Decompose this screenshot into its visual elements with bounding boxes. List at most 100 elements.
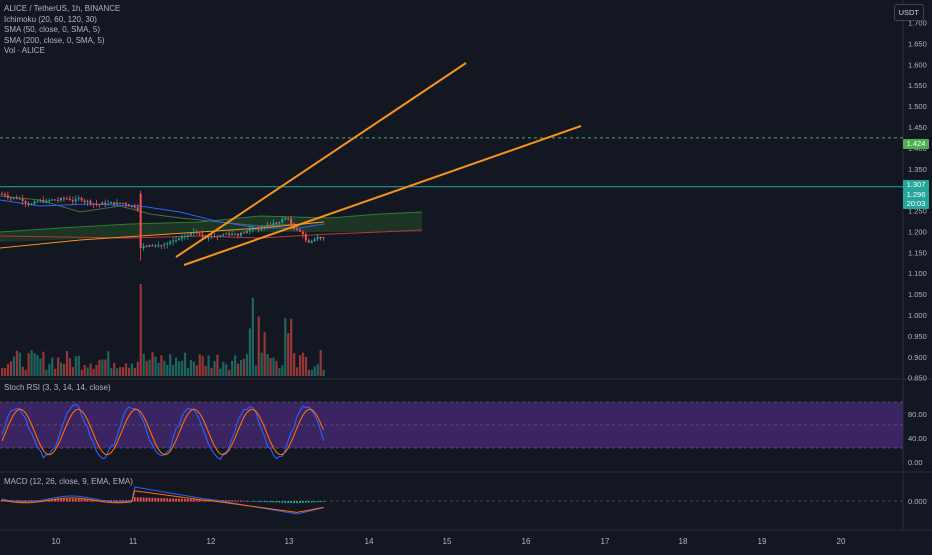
symbol-title[interactable]: ALICE / TetherUS, 1h, BINANCE — [4, 4, 121, 13]
ichimoku-lagging — [0, 195, 325, 227]
indicator-ichimoku[interactable]: Ichimoku (20, 60, 120, 30) — [4, 14, 97, 24]
volume-bar — [86, 367, 89, 376]
stoch-k-line — [1, 403, 325, 461]
bid-price-tag: 1.296 — [903, 190, 929, 200]
volume-bar — [6, 363, 10, 376]
macd-histogram-bar — [169, 498, 172, 502]
candle-body — [136, 207, 139, 210]
macd-histogram-bar — [307, 501, 310, 503]
volume-bar — [39, 358, 42, 376]
time-tick-label: 15 — [443, 537, 452, 546]
candle-body — [98, 204, 101, 206]
volume-bar — [139, 284, 142, 376]
macd-histogram-bar — [322, 501, 325, 502]
macd-histogram-bar — [77, 499, 80, 502]
macd-legend[interactable]: MACD (12, 26, close, 9, EMA, EMA) — [4, 477, 133, 486]
candle-body — [36, 201, 39, 203]
volume-bar — [30, 350, 33, 376]
volume-bar — [257, 316, 260, 376]
volume-bar — [189, 360, 192, 376]
macd-histogram-bar — [151, 497, 154, 502]
volume-bar — [301, 352, 305, 376]
macd-histogram-bar — [184, 498, 186, 502]
candle-body — [3, 193, 6, 196]
candle-body — [142, 246, 145, 249]
price-tick-label: 1.200 — [908, 227, 927, 236]
candle-body — [42, 200, 45, 203]
candle-body — [189, 233, 192, 236]
macd-histogram-bar — [133, 497, 136, 502]
candle-body — [172, 240, 175, 242]
volume-bar — [124, 363, 128, 376]
candle-body — [130, 205, 133, 207]
macd-histogram-bar — [175, 498, 177, 502]
volume-bar — [198, 354, 201, 376]
indicator-sma200[interactable]: SMA (200, close, 0, SMA, 5) — [4, 35, 105, 45]
time-tick-label: 20 — [837, 537, 846, 546]
volume-bar — [148, 359, 151, 376]
macd-histogram-bar — [142, 497, 145, 502]
macd-tick-label: 0.000 — [908, 497, 927, 506]
candle-body — [124, 203, 127, 205]
volume-bar — [316, 364, 319, 376]
volume-bar — [228, 369, 231, 376]
volume-bar — [322, 369, 325, 376]
currency-badge[interactable]: USDT — [893, 4, 924, 21]
candle-body — [307, 240, 310, 243]
macd-histogram-bar — [145, 497, 148, 502]
candle-body — [207, 236, 210, 239]
time-tick-label: 13 — [285, 537, 294, 546]
macd-line — [1, 486, 324, 515]
volume-bar — [127, 367, 131, 376]
volume-bar — [251, 297, 254, 376]
candle-body — [133, 205, 136, 208]
volume-bar — [121, 367, 125, 376]
macd-histogram-bar — [228, 500, 231, 502]
candle-body — [113, 202, 116, 205]
volume-bar — [195, 365, 198, 376]
candle-body — [322, 237, 325, 239]
candle-body — [287, 218, 290, 220]
stoch-d-line — [1, 408, 325, 456]
candle-body — [225, 233, 228, 235]
volume-bar — [54, 368, 57, 376]
volume-bar — [281, 365, 284, 376]
macd-histogram-bar — [245, 500, 248, 502]
candle-body — [30, 203, 33, 205]
volume-bar — [216, 354, 219, 376]
macd-histogram-bar — [260, 501, 263, 502]
volume-bar — [272, 357, 275, 376]
macd-histogram-bar — [116, 500, 118, 502]
volume-bar — [307, 369, 310, 376]
macd-histogram-bar — [15, 500, 18, 502]
volume-bar — [101, 359, 104, 376]
candle-body — [242, 232, 245, 234]
candle-body — [290, 218, 293, 226]
macd-histogram-bar — [319, 501, 322, 503]
candle-body — [198, 233, 201, 235]
candle-body — [248, 229, 251, 231]
volume-bar — [201, 356, 204, 376]
volume-bar — [21, 366, 24, 376]
volume-bar — [172, 364, 175, 376]
volume-bar — [15, 350, 18, 376]
volume-bar — [110, 368, 113, 376]
indicator-sma50[interactable]: SMA (50, close, 0, SMA, 5) — [4, 25, 101, 34]
stoch-rsi-legend[interactable]: Stoch RSI (3, 3, 14, 14, close) — [4, 383, 111, 392]
volume-bar — [160, 355, 163, 376]
indicator-volume[interactable]: Vol · ALICE — [4, 46, 45, 55]
candle-body — [80, 197, 83, 201]
candle-body — [12, 197, 15, 199]
macd-histogram-bar — [113, 500, 115, 502]
candle-body — [57, 199, 60, 201]
candle-body — [62, 198, 65, 200]
volume-bar — [62, 364, 66, 376]
volume-bar — [183, 352, 187, 376]
candle-body — [301, 231, 304, 235]
macd-histogram-bar — [266, 501, 269, 503]
volume-bar — [80, 369, 83, 376]
volume-bar — [186, 367, 190, 376]
macd-signal-line — [1, 490, 324, 513]
